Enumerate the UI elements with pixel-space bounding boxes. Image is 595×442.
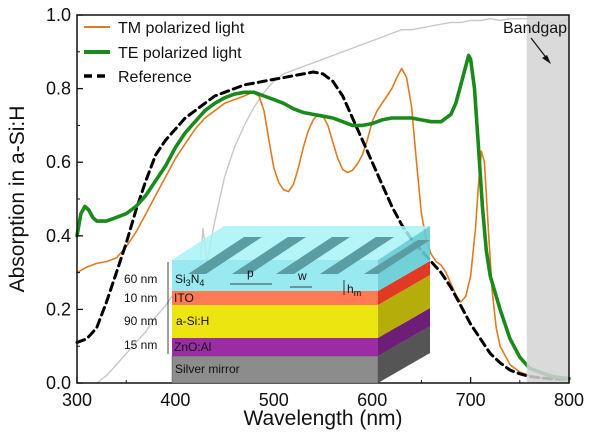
grating-bar xyxy=(320,237,394,274)
inset-label-zno: ZnO:Al xyxy=(174,340,211,354)
x-tick-label: 500 xyxy=(259,390,289,410)
series-group xyxy=(75,18,571,384)
x-axis-title: Wavelength (nm) xyxy=(243,407,402,430)
y-tick-label: 0.2 xyxy=(46,299,71,319)
period-label: p xyxy=(247,266,254,280)
y-tick-label: 0.8 xyxy=(46,79,71,99)
series-line-2 xyxy=(75,70,571,381)
layer-ito-side xyxy=(378,261,430,305)
layer-zno-front xyxy=(172,338,378,356)
layer-asih-side xyxy=(378,275,430,338)
bandgap-region xyxy=(526,15,569,383)
bandgap-label: Bandgap xyxy=(503,20,567,37)
legend: TM polarized light TE polarized light Re… xyxy=(84,20,245,86)
inset-thickness-zno: 15 nm xyxy=(124,338,157,352)
x-tick-label: 700 xyxy=(456,390,486,410)
x-tick-label: 300 xyxy=(62,390,92,410)
grating-bar xyxy=(188,237,262,274)
inset-label-ito: ITO xyxy=(174,291,194,305)
y-tick-label: 0.4 xyxy=(46,226,71,246)
layer-silver-front xyxy=(171,355,379,384)
height-label: hm xyxy=(347,282,361,298)
grating-bar xyxy=(232,237,306,274)
grating-bars xyxy=(188,237,430,274)
x-tick-label: 600 xyxy=(357,390,387,410)
y-axis-title: Absorption in a-Si:H xyxy=(6,106,29,293)
bandgap-shade xyxy=(526,15,569,383)
inset-label-silver: Silver mirror xyxy=(175,362,240,376)
y-tick-label: 0.0 xyxy=(46,373,71,393)
y-tick-label: 1.0 xyxy=(46,5,71,25)
bandgap-arrowhead xyxy=(542,55,551,64)
y-tick-label: 0.6 xyxy=(46,152,71,172)
x-tick-label: 800 xyxy=(554,390,584,410)
grating-bar xyxy=(276,237,350,274)
legend-label-tm: TM polarized light xyxy=(118,20,245,37)
inset-thickness-si3n4: 60 nm xyxy=(124,272,157,286)
legend-label-te: TE polarized light xyxy=(118,45,242,62)
layer-ito-front xyxy=(172,291,378,305)
inset-label-si3n4: Si3N4 xyxy=(175,272,204,288)
axis-ticks: 300 400 500 600 700 800 0.0 0.2 0.4 0.6 0.8 1.0 xyxy=(46,5,584,410)
series-line-1 xyxy=(75,53,571,381)
inset-thickness-ito: 10 nm xyxy=(124,291,157,305)
inset-label-asih: a-Si:H xyxy=(176,314,209,328)
legend-label-reference: Reference xyxy=(118,69,192,86)
inset-thickness-asih: 90 nm xyxy=(124,314,157,328)
layer-asih-front xyxy=(172,305,378,338)
inset-schematic: Si3N4 ITO a-Si:H ZnO:Al Silver mirror 60… xyxy=(124,226,430,384)
layer-zno-side xyxy=(378,308,430,356)
layer-silver-side xyxy=(378,326,430,383)
width-label: w xyxy=(297,269,307,283)
grating-bar xyxy=(364,240,430,274)
x-tick-label: 400 xyxy=(160,390,190,410)
